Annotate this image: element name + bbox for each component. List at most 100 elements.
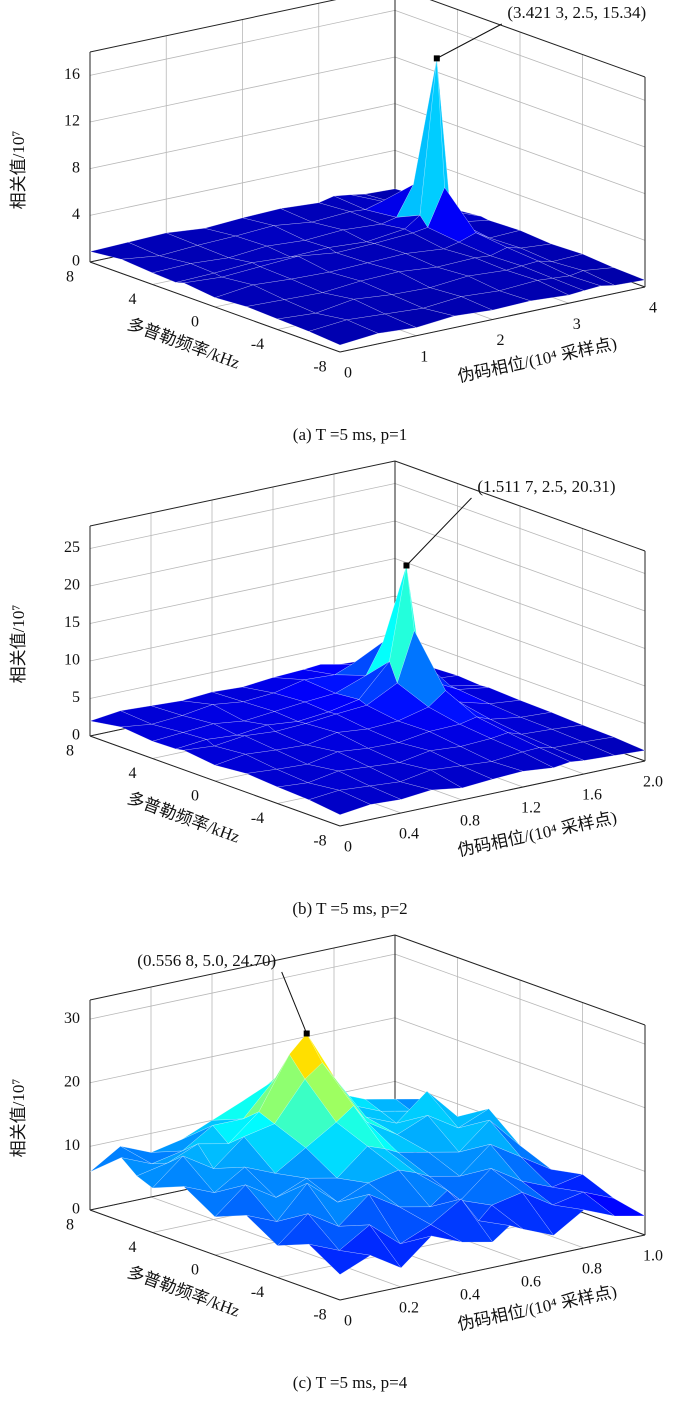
- surface-cell: [243, 731, 308, 751]
- surface-cell: [182, 1184, 247, 1218]
- caption: (c) T =5 ms, p=4: [293, 1373, 408, 1392]
- z-tick-label: 16: [64, 66, 80, 83]
- annotation: (3.421 3, 2.5, 15.34): [507, 3, 646, 22]
- y-tick-label: 8: [66, 743, 74, 760]
- z-tick-label: 5: [72, 689, 80, 706]
- surface-cell: [538, 260, 585, 277]
- surface-cell: [314, 298, 386, 321]
- surface-cell: [136, 1155, 184, 1189]
- surface-cell: [212, 1136, 276, 1174]
- x-tick-label: 2.0: [643, 774, 663, 791]
- y-tick-label: -4: [251, 1284, 264, 1301]
- surface-cell: [167, 1143, 215, 1170]
- surface-cell: [352, 294, 425, 315]
- surface-cell: [203, 217, 275, 237]
- grid-line: [394, 9, 646, 101]
- z-tick-label: 25: [64, 539, 80, 556]
- surface-cell: [551, 741, 616, 761]
- x-tick-label: 1.6: [582, 787, 602, 804]
- grid-line: [89, 149, 396, 216]
- y-tick-label: 8: [66, 269, 74, 286]
- surface-cell: [521, 1180, 585, 1206]
- y-axis-title: 多普勒频率/kHz: [125, 1262, 243, 1320]
- grid-line: [394, 558, 646, 649]
- z-tick-label: 12: [64, 113, 80, 130]
- axis-edge: [89, 1209, 341, 1301]
- surface-cell: [507, 732, 553, 748]
- y-tick-label: -8: [313, 1307, 326, 1324]
- z-tick-label: 20: [64, 1073, 80, 1090]
- surface-cell: [283, 292, 355, 314]
- surface-cell: [308, 789, 372, 816]
- surface-cell: [151, 1143, 199, 1165]
- surface-cell: [429, 1190, 479, 1221]
- surface-cell: [519, 243, 584, 262]
- x-tick-label: 1.0: [643, 1248, 663, 1265]
- axis-edge: [89, 934, 396, 1001]
- surface-cell: [151, 732, 208, 750]
- z-tick-label: 0: [72, 1201, 80, 1218]
- grid-line: [394, 520, 646, 612]
- surface-cell: [310, 211, 383, 231]
- surface-cell: [551, 275, 602, 291]
- axis-edge: [339, 286, 646, 353]
- axis-edge: [339, 1234, 646, 1301]
- grid-line: [394, 633, 646, 724]
- annotation-leader: [406, 497, 472, 566]
- z-tick-label: 8: [72, 159, 80, 176]
- axis-edge: [89, 0, 337, 53]
- surface-cell: [245, 299, 317, 320]
- surface-cell: [120, 723, 184, 742]
- z-tick-label: 0: [72, 253, 80, 270]
- surface-cell: [120, 1157, 168, 1177]
- z-axis-title: 相关值/10⁷: [9, 605, 28, 684]
- peak-marker: [433, 55, 440, 62]
- y-tick-label: -4: [251, 810, 264, 827]
- axis-edge: [89, 261, 341, 353]
- panel: 00.40.81.21.62.0-8-40480510152025(1.511 …: [9, 460, 663, 918]
- grid-line: [394, 953, 646, 1045]
- y-tick-label: 8: [66, 1217, 74, 1234]
- grid-line: [89, 953, 396, 1020]
- grid-line: [89, 483, 396, 549]
- grid-line: [89, 9, 396, 76]
- annotation-leader: [436, 23, 503, 59]
- peak-marker: [303, 1030, 310, 1037]
- surface-cell: [275, 1177, 338, 1203]
- surface-cell: [236, 724, 276, 737]
- surface-cell: [551, 253, 615, 271]
- surface-cell: [205, 734, 245, 747]
- grid-line: [89, 1017, 396, 1084]
- z-tick-label: 0: [72, 727, 80, 744]
- surface-cell: [539, 747, 585, 763]
- x-tick-label: 4: [649, 300, 657, 317]
- x-tick-label: 0: [344, 1313, 352, 1330]
- z-tick-label: 10: [64, 1137, 80, 1154]
- surface-cell: [520, 1156, 584, 1188]
- y-tick-label: 0: [191, 1262, 199, 1279]
- grid-line: [89, 520, 396, 587]
- z-tick-label: 20: [64, 577, 80, 594]
- z-tick-label: 4: [72, 206, 80, 223]
- x-tick-label: 0.8: [582, 1261, 602, 1278]
- caption: (b) T =5 ms, p=2: [292, 899, 407, 918]
- annotation: (1.511 7, 2.5, 20.31): [477, 477, 615, 496]
- y-tick-label: -8: [313, 359, 326, 376]
- grid-line: [394, 595, 646, 687]
- grid-line: [89, 103, 396, 170]
- surface-cell: [582, 736, 646, 756]
- surface-cell: [276, 782, 341, 801]
- surface-cell: [308, 319, 379, 346]
- surface-cell: [551, 1191, 615, 1217]
- x-axis-title: 伪码相位/(10⁴ 采样点): [456, 334, 619, 386]
- x-tick-label: 2: [497, 332, 505, 349]
- surface-cell: [521, 1191, 585, 1236]
- surface-cell: [182, 1155, 246, 1194]
- peak-marker: [403, 562, 410, 569]
- x-tick-label: 0.2: [399, 1300, 419, 1317]
- x-tick-label: 0: [344, 365, 352, 382]
- y-tick-label: -8: [313, 833, 326, 850]
- x-tick-label: 0: [344, 839, 352, 856]
- axis-edge: [394, 934, 646, 1026]
